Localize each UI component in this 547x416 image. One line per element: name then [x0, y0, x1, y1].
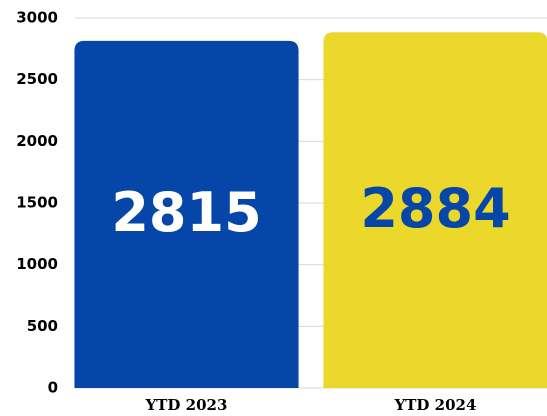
y-tick-label: 2500 [16, 70, 58, 88]
x-tick-label: YTD 2023 [145, 396, 228, 414]
bar [323, 32, 547, 388]
value-label: 2815 [111, 181, 261, 244]
y-tick-label: 2000 [16, 132, 58, 150]
y-tick-label: 1000 [16, 255, 58, 273]
x-tick-label: YTD 2024 [394, 396, 477, 414]
value-label: 2884 [360, 177, 510, 240]
y-tick-label: 0 [48, 379, 58, 397]
y-tick-label: 3000 [16, 9, 58, 27]
y-tick-label: 1500 [16, 194, 58, 212]
y-tick-label: 500 [27, 317, 58, 335]
bar [74, 40, 299, 389]
